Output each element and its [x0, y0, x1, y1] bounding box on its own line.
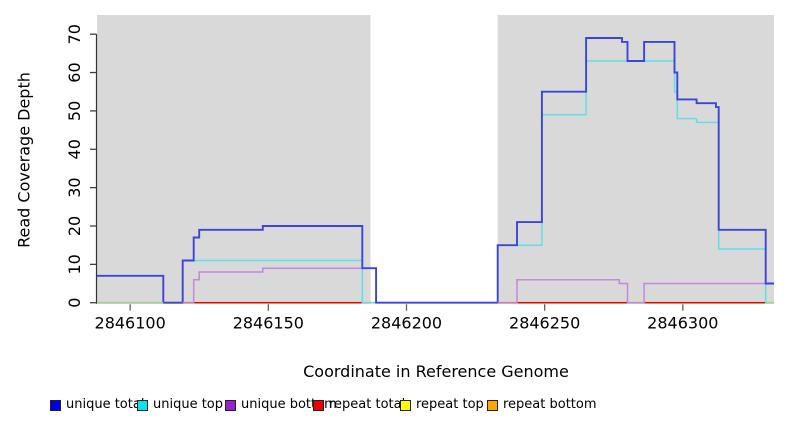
unique-total-swatch-icon: [50, 399, 61, 411]
y-tick-label: 60: [65, 62, 84, 82]
legend-label: unique total: [66, 397, 145, 412]
y-tick-label: 50: [65, 101, 84, 121]
unique-top-swatch-icon: [137, 399, 148, 411]
y-tick-label: 0: [65, 298, 84, 308]
shaded-region: [97, 15, 371, 304]
x-tick-label: 2846100: [95, 314, 166, 333]
legend-item-repeat-total: repeat total: [313, 397, 405, 413]
shaded-region: [497, 15, 774, 304]
legend-item-unique-total: unique total: [50, 397, 144, 413]
repeat-top-swatch-icon: [400, 399, 411, 411]
legend-label: repeat bottom: [503, 397, 597, 412]
x-tick-label: 2846300: [647, 314, 718, 333]
coverage-plot: 2846100 2846150 2846200 2846250 2846300 0 10 20…: [65, 15, 774, 333]
legend-item-unique-top: unique top: [137, 397, 223, 413]
y-tick-label: 70: [65, 24, 84, 44]
y-tick-label: 10: [65, 254, 84, 274]
series-unique-total: [97, 37, 774, 304]
x-axis-title: Coordinate in Reference Genome: [303, 362, 569, 381]
legend-item-repeat-bottom: repeat bottom: [487, 397, 597, 413]
x-tick-label: 2846250: [509, 314, 580, 333]
legend-label: unique top: [153, 397, 224, 412]
legend-item-unique-bottom: unique bottom: [225, 397, 337, 413]
y-tick-label: 30: [65, 177, 84, 197]
legend-label: unique bottom: [241, 397, 337, 412]
legend-label: repeat total: [329, 397, 406, 412]
y-axis-title: Read Coverage Depth: [14, 72, 34, 248]
unique-bottom-swatch-icon: [225, 399, 236, 411]
legend-label: repeat top: [416, 397, 484, 412]
repeat-bottom-swatch-icon: [487, 399, 498, 411]
x-tick-label: 2846200: [371, 314, 442, 333]
repeat-total-swatch-icon: [313, 399, 324, 411]
y-tick-label: 40: [65, 139, 84, 159]
y-tick-label: 20: [65, 216, 84, 236]
x-tick-label: 2846150: [233, 314, 304, 333]
legend-item-repeat-top: repeat top: [400, 397, 484, 413]
